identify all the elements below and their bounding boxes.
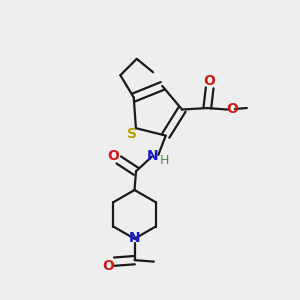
Text: N: N [147, 149, 159, 163]
Text: O: O [107, 148, 119, 163]
Text: O: O [226, 102, 238, 116]
Text: N: N [129, 231, 140, 245]
Text: H: H [160, 154, 169, 167]
Text: O: O [102, 259, 114, 273]
Text: S: S [127, 127, 137, 140]
Text: O: O [204, 74, 216, 88]
